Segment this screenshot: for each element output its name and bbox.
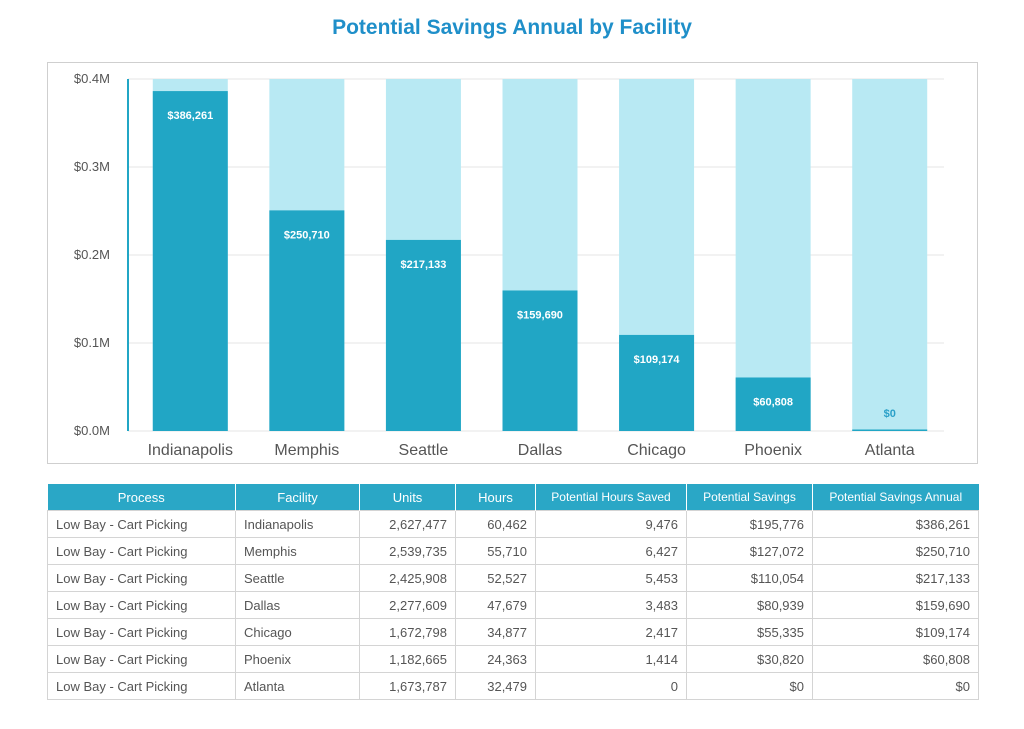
cell-facility: Dallas <box>235 591 360 619</box>
table-row[interactable]: Low Bay - Cart Picking Atlanta 1,673,787 32… <box>47 672 979 700</box>
bar[interactable] <box>502 290 578 431</box>
cell-potential-savings: $30,820 <box>686 645 813 673</box>
data-label: $250,710 <box>284 229 330 241</box>
y-tick-label: $0.4M <box>74 71 110 86</box>
cell-potential-savings: $195,776 <box>686 510 813 538</box>
bar[interactable] <box>852 429 928 432</box>
x-category-label: Indianapolis <box>148 442 233 459</box>
x-category-label: Memphis <box>274 442 339 459</box>
table-header-row: Process Facility Units Hours Potential H… <box>47 484 979 511</box>
x-category-label: Atlanta <box>865 442 915 459</box>
bar[interactable] <box>269 210 345 431</box>
cell-potential-hours-saved: 3,483 <box>535 591 687 619</box>
cell-facility: Atlanta <box>235 672 360 700</box>
bar[interactable] <box>385 239 461 431</box>
y-tick-label: $0.3M <box>74 159 110 174</box>
cell-hours: 24,363 <box>455 645 536 673</box>
cell-units: 1,182,665 <box>359 645 456 673</box>
cell-potential-hours-saved: 1,414 <box>535 645 687 673</box>
data-label: $217,133 <box>400 259 446 271</box>
x-category-label: Dallas <box>518 442 562 459</box>
chart-panel: $0.0M $0.1M $0.2M $0.3M $0.4M $386,261 Indiana… <box>47 62 978 464</box>
cell-units: 2,277,609 <box>359 591 456 619</box>
cell-potential-savings: $110,054 <box>686 564 813 592</box>
chart-title: Potential Savings Annual by Facility <box>332 16 692 39</box>
data-label: $159,690 <box>517 309 563 321</box>
y-tick-label: $0.2M <box>74 247 110 262</box>
x-category-label: Seattle <box>399 442 449 459</box>
cell-potential-savings-annual: $159,690 <box>812 591 979 619</box>
data-label: $109,174 <box>634 354 681 366</box>
header-process[interactable]: Process <box>47 484 236 511</box>
cell-potential-savings-annual: $217,133 <box>812 564 979 592</box>
cell-potential-savings-annual: $109,174 <box>812 618 979 646</box>
cell-facility: Seattle <box>235 564 360 592</box>
cell-process: Low Bay - Cart Picking <box>47 564 236 592</box>
cell-potential-hours-saved: 6,427 <box>535 537 687 565</box>
x-category-label: Chicago <box>627 442 686 459</box>
bar[interactable] <box>152 91 228 431</box>
cell-potential-hours-saved: 2,417 <box>535 618 687 646</box>
cell-hours: 55,710 <box>455 537 536 565</box>
cell-potential-hours-saved: 5,453 <box>535 564 687 592</box>
y-tick-label: $0.0M <box>74 423 110 438</box>
bar-background <box>852 79 928 431</box>
cell-process: Low Bay - Cart Picking <box>47 510 236 538</box>
savings-table: Process Facility Units Hours Potential H… <box>47 484 979 700</box>
header-facility[interactable]: Facility <box>235 484 360 511</box>
cell-facility: Indianapolis <box>235 510 360 538</box>
cell-units: 1,673,787 <box>359 672 456 700</box>
data-label: $386,261 <box>167 110 213 122</box>
cell-potential-hours-saved: 0 <box>535 672 687 700</box>
cell-potential-savings: $80,939 <box>686 591 813 619</box>
table-row[interactable]: Low Bay - Cart Picking Dallas 2,277,609 47,… <box>47 591 979 619</box>
cell-facility: Chicago <box>235 618 360 646</box>
cell-hours: 52,527 <box>455 564 536 592</box>
cell-facility: Memphis <box>235 537 360 565</box>
table-row[interactable]: Low Bay - Cart Picking Phoenix 1,182,665 24… <box>47 645 979 673</box>
header-hours[interactable]: Hours <box>455 484 536 511</box>
bar-background <box>735 79 811 431</box>
bar[interactable] <box>735 377 811 431</box>
cell-process: Low Bay - Cart Picking <box>47 672 236 700</box>
cell-potential-hours-saved: 9,476 <box>535 510 687 538</box>
cell-hours: 60,462 <box>455 510 536 538</box>
cell-potential-savings-annual: $60,808 <box>812 645 979 673</box>
header-potential-savings-annual[interactable]: Potential Savings Annual <box>812 484 979 511</box>
table-row[interactable]: Low Bay - Cart Picking Memphis 2,539,735 55… <box>47 537 979 565</box>
cell-hours: 47,679 <box>455 591 536 619</box>
cell-process: Low Bay - Cart Picking <box>47 645 236 673</box>
cell-units: 2,627,477 <box>359 510 456 538</box>
data-label: $60,808 <box>753 396 793 408</box>
header-potential-hours-saved[interactable]: Potential Hours Saved <box>535 484 687 511</box>
x-category-label: Phoenix <box>744 442 802 459</box>
cell-facility: Phoenix <box>235 645 360 673</box>
cell-process: Low Bay - Cart Picking <box>47 537 236 565</box>
bar[interactable] <box>619 334 695 431</box>
cell-hours: 34,877 <box>455 618 536 646</box>
table-row[interactable]: Low Bay - Cart Picking Chicago 1,672,798 34… <box>47 618 979 646</box>
cell-potential-savings-annual: $386,261 <box>812 510 979 538</box>
cell-units: 1,672,798 <box>359 618 456 646</box>
y-tick-label: $0.1M <box>74 335 110 350</box>
cell-potential-savings: $127,072 <box>686 537 813 565</box>
cell-units: 2,539,735 <box>359 537 456 565</box>
table-row[interactable]: Low Bay - Cart Picking Indianapolis 2,627,… <box>47 510 979 538</box>
cell-potential-savings-annual: $0 <box>812 672 979 700</box>
bar-chart: $0.0M $0.1M $0.2M $0.3M $0.4M $386,261 Indiana… <box>74 71 944 459</box>
cell-process: Low Bay - Cart Picking <box>47 618 236 646</box>
cell-potential-savings: $0 <box>686 672 813 700</box>
cell-units: 2,425,908 <box>359 564 456 592</box>
cell-potential-savings-annual: $250,710 <box>812 537 979 565</box>
header-units[interactable]: Units <box>359 484 456 511</box>
table-row[interactable]: Low Bay - Cart Picking Seattle 2,425,908 52… <box>47 564 979 592</box>
cell-process: Low Bay - Cart Picking <box>47 591 236 619</box>
cell-hours: 32,479 <box>455 672 536 700</box>
header-potential-savings[interactable]: Potential Savings <box>686 484 813 511</box>
cell-potential-savings: $55,335 <box>686 618 813 646</box>
data-label: $0 <box>884 408 896 420</box>
